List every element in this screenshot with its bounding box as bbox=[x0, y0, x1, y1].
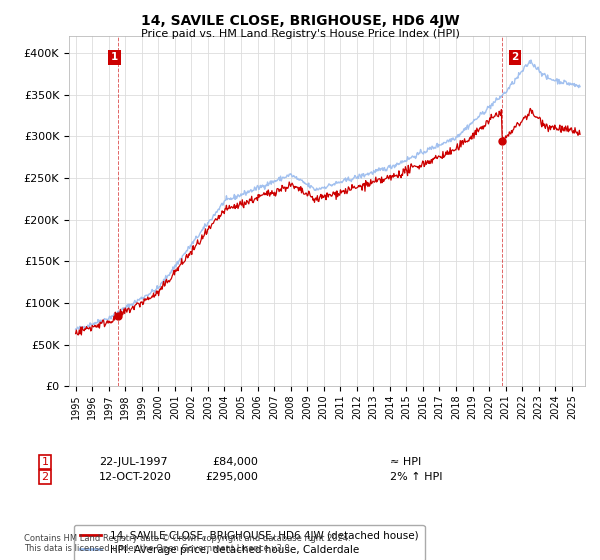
Text: 2: 2 bbox=[512, 52, 519, 62]
Text: 22-JUL-1997: 22-JUL-1997 bbox=[99, 457, 167, 467]
Text: 1: 1 bbox=[41, 457, 49, 467]
Text: 2% ↑ HPI: 2% ↑ HPI bbox=[390, 472, 443, 482]
Text: £295,000: £295,000 bbox=[205, 472, 258, 482]
Text: 1: 1 bbox=[111, 52, 118, 62]
Text: 2: 2 bbox=[41, 472, 49, 482]
Text: ≈ HPI: ≈ HPI bbox=[390, 457, 421, 467]
Legend: 14, SAVILE CLOSE, BRIGHOUSE, HD6 4JW (detached house), HPI: Average price, detac: 14, SAVILE CLOSE, BRIGHOUSE, HD6 4JW (de… bbox=[74, 525, 425, 560]
Text: 14, SAVILE CLOSE, BRIGHOUSE, HD6 4JW: 14, SAVILE CLOSE, BRIGHOUSE, HD6 4JW bbox=[140, 14, 460, 28]
Text: 12-OCT-2020: 12-OCT-2020 bbox=[99, 472, 172, 482]
Text: Price paid vs. HM Land Registry's House Price Index (HPI): Price paid vs. HM Land Registry's House … bbox=[140, 29, 460, 39]
Text: £84,000: £84,000 bbox=[212, 457, 258, 467]
Text: Contains HM Land Registry data © Crown copyright and database right 2024.
This d: Contains HM Land Registry data © Crown c… bbox=[24, 534, 350, 553]
